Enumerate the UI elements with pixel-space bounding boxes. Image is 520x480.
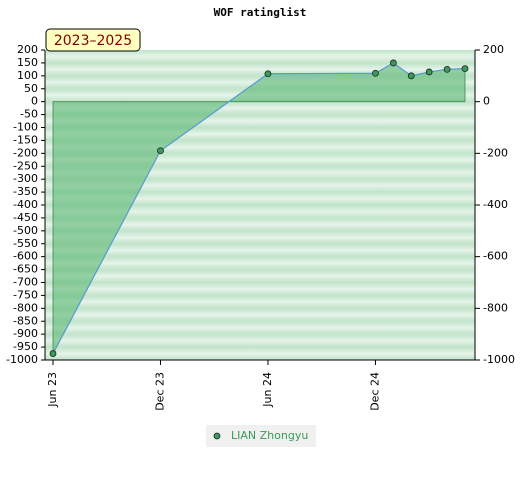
y-tick-label: -700 [13, 276, 38, 289]
background-band [45, 334, 475, 348]
period-box [45, 28, 141, 52]
y-tick-label: -950 [13, 340, 38, 353]
background-band [45, 347, 475, 360]
y-tick-label: -750 [13, 288, 38, 301]
y-tick-label: -900 [13, 327, 38, 340]
period-label: 2023–2025 [54, 33, 132, 49]
y2-tick-label: 200 [483, 43, 504, 56]
marker [372, 69, 379, 77]
y-tick-label: -850 [13, 314, 38, 327]
marker [407, 72, 415, 80]
y-tick-label: -800 [13, 301, 38, 314]
background-band [45, 50, 475, 63]
y2-tick-label: -400 [483, 198, 508, 211]
marker [443, 65, 451, 73]
background-band [45, 282, 475, 296]
background-band [45, 230, 475, 244]
background-band [45, 205, 475, 218]
y-tick-label: -50 [20, 108, 38, 121]
y2-tick-label: -1000 [483, 353, 515, 366]
y-tick-label: -150 [13, 133, 38, 146]
y-tick-label: -550 [13, 237, 38, 250]
y2-tick-label: -200 [483, 146, 508, 159]
y2-tick-label: 0 [483, 95, 490, 108]
legend [206, 425, 316, 447]
background-band [45, 166, 475, 180]
background-band [45, 308, 475, 322]
y-tick-label: -650 [13, 263, 38, 276]
x-tick-label: Jun 24 [261, 372, 274, 408]
y-tick-label: -300 [13, 172, 38, 185]
y-tick-label: 50 [24, 82, 38, 95]
y-tick-label: -500 [13, 224, 38, 237]
legend-label: LIAN Zhongyu [231, 429, 308, 442]
background-band [45, 62, 475, 76]
y-tick-label: -600 [13, 250, 38, 263]
y-tick-label: -350 [13, 185, 38, 198]
y-tick-label: -100 [13, 121, 38, 134]
y-tick-label: 200 [17, 43, 38, 56]
y2-tick-label: -600 [483, 250, 508, 263]
x-tick-label: Dec 23 [153, 372, 166, 411]
legend-marker [213, 432, 221, 440]
chart-title: WOF ratinglist [214, 6, 307, 19]
y-tick-label: 0 [31, 95, 38, 108]
background-band [45, 243, 475, 257]
background-band [45, 321, 475, 335]
marker [157, 147, 164, 155]
marker [264, 70, 272, 78]
background-band [45, 269, 475, 283]
y-tick-label: -400 [13, 198, 38, 211]
background-band [45, 192, 475, 205]
x-tick-label: Dec 24 [368, 372, 381, 411]
y2-tick-label: -800 [483, 301, 508, 314]
marker [389, 59, 397, 67]
y-tick-label: 100 [17, 69, 38, 82]
background-band [45, 179, 475, 193]
y-tick-label: -450 [13, 211, 38, 224]
y-tick-label: 150 [17, 56, 38, 69]
y-tick-label: -1000 [6, 353, 38, 366]
y-tick-label: -200 [13, 146, 38, 159]
background-band [45, 217, 475, 231]
y-tick-label: -250 [13, 159, 38, 172]
x-tick-label: Jun 23 [46, 372, 59, 408]
background-band [45, 256, 475, 270]
marker [461, 65, 469, 72]
marker [425, 68, 433, 76]
marker [49, 350, 57, 357]
background-band [45, 295, 475, 309]
